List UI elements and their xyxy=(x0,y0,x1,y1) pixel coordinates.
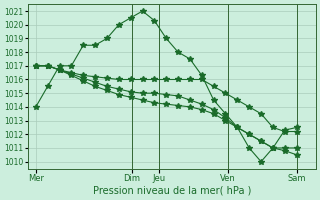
X-axis label: Pression niveau de la mer( hPa ): Pression niveau de la mer( hPa ) xyxy=(92,186,251,196)
